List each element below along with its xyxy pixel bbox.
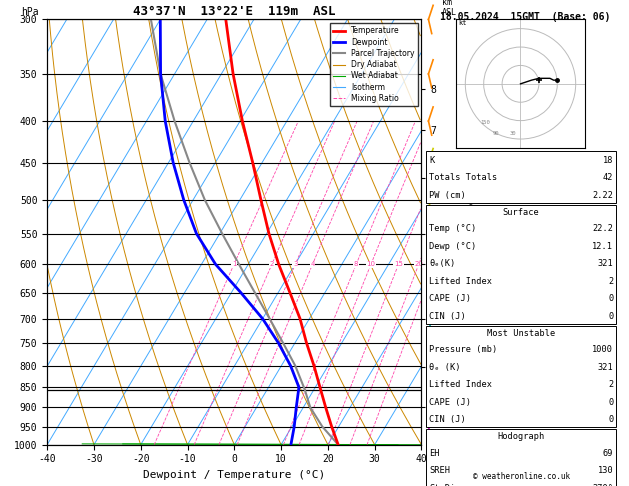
Text: 130: 130 (598, 466, 613, 475)
Title: 43°37'N  13°22'E  119m  ASL: 43°37'N 13°22'E 119m ASL (133, 5, 335, 18)
Text: CAPE (J): CAPE (J) (429, 398, 471, 407)
Text: CAPE (J): CAPE (J) (429, 294, 471, 303)
Text: Lifted Index: Lifted Index (429, 380, 492, 389)
Text: 0: 0 (608, 294, 613, 303)
Text: 20: 20 (415, 261, 423, 267)
Text: EH: EH (429, 449, 440, 457)
Text: Mixing Ratio (g/kg): Mixing Ratio (g/kg) (465, 185, 475, 279)
Text: 69: 69 (603, 449, 613, 457)
Text: θₑ(K): θₑ(K) (429, 259, 455, 268)
Text: 1: 1 (231, 261, 237, 267)
Text: 0: 0 (608, 415, 613, 424)
Text: Dewp (°C): Dewp (°C) (429, 242, 476, 251)
Text: CIN (J): CIN (J) (429, 415, 465, 424)
Text: 42: 42 (603, 174, 613, 182)
Text: 0: 0 (608, 398, 613, 407)
Text: SREH: SREH (429, 466, 450, 475)
X-axis label: Dewpoint / Temperature (°C): Dewpoint / Temperature (°C) (143, 470, 325, 480)
Text: LCL: LCL (425, 386, 440, 395)
Text: 30: 30 (509, 131, 516, 137)
Text: km
ASL: km ASL (442, 0, 457, 17)
Text: 15: 15 (394, 261, 403, 267)
Text: θₑ (K): θₑ (K) (429, 363, 460, 372)
Text: Totals Totals: Totals Totals (429, 174, 498, 182)
Text: Surface: Surface (503, 208, 540, 217)
Text: Hodograph: Hodograph (498, 432, 545, 441)
Text: 1000: 1000 (593, 345, 613, 354)
Text: Pressure (mb): Pressure (mb) (429, 345, 498, 354)
Text: Lifted Index: Lifted Index (429, 277, 492, 286)
Text: CIN (J): CIN (J) (429, 312, 465, 321)
Text: 4: 4 (310, 261, 314, 267)
Text: kt: kt (458, 20, 467, 26)
Text: 0: 0 (608, 312, 613, 321)
Text: © weatheronline.co.uk: © weatheronline.co.uk (472, 472, 570, 481)
Text: K: K (429, 156, 434, 165)
Text: Most Unstable: Most Unstable (487, 329, 555, 337)
Text: 18: 18 (603, 156, 613, 165)
Text: 90: 90 (493, 131, 499, 137)
Text: Temp (°C): Temp (°C) (429, 224, 476, 233)
Text: 321: 321 (598, 363, 613, 372)
Text: 12.1: 12.1 (593, 242, 613, 251)
Legend: Temperature, Dewpoint, Parcel Trajectory, Dry Adiabat, Wet Adiabat, Isotherm, Mi: Temperature, Dewpoint, Parcel Trajectory… (330, 23, 418, 106)
Text: 22.2: 22.2 (593, 224, 613, 233)
Text: 2: 2 (608, 380, 613, 389)
Text: 150: 150 (480, 121, 490, 125)
Text: 321: 321 (598, 259, 613, 268)
Text: 2: 2 (608, 277, 613, 286)
Text: 3: 3 (293, 261, 298, 267)
Text: 2.22: 2.22 (593, 191, 613, 200)
Text: 270°: 270° (593, 484, 613, 486)
Text: hPa: hPa (21, 7, 38, 17)
Text: 8: 8 (354, 261, 359, 267)
Text: 2: 2 (270, 261, 274, 267)
Text: PW (cm): PW (cm) (429, 191, 465, 200)
Text: 18.05.2024  15GMT  (Base: 06): 18.05.2024 15GMT (Base: 06) (440, 12, 610, 22)
Text: 10: 10 (367, 261, 376, 267)
Text: StmDir: StmDir (429, 484, 460, 486)
